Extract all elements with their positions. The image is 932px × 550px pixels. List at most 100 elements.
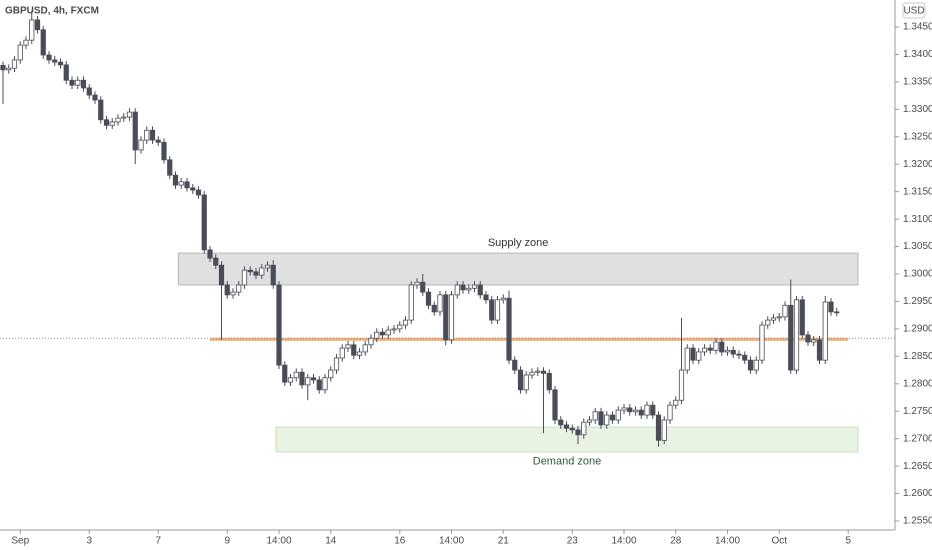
candle-body (736, 353, 742, 356)
candle-body (213, 257, 219, 266)
candle-body (29, 19, 35, 41)
candle-body (402, 319, 409, 326)
candle-body (747, 359, 754, 371)
candle-body (218, 264, 225, 286)
candle-body (345, 344, 351, 349)
y-tick-label: 1.30500 (903, 241, 932, 252)
candle-body (437, 294, 443, 313)
candle-body (270, 264, 276, 286)
candle-body (598, 411, 604, 426)
candle-body (195, 189, 202, 196)
candle-body (707, 347, 713, 351)
candle-body (247, 269, 253, 273)
y-tick-label: 1.28000 (903, 378, 932, 389)
candle-body (333, 357, 340, 371)
candle-body (563, 424, 570, 429)
candle-body (420, 281, 426, 293)
candle-body (765, 319, 771, 326)
candle-body (575, 429, 581, 436)
candle-body (161, 141, 167, 161)
x-tick-label: 3 (86, 536, 92, 547)
candle-body (454, 284, 460, 296)
candle-body (448, 294, 455, 341)
y-tick-label: 1.28500 (903, 351, 932, 362)
candle-body (638, 409, 644, 416)
candle-body (69, 79, 75, 86)
candle-body (144, 129, 150, 141)
candle-body (259, 267, 265, 276)
candle-body (351, 344, 357, 356)
candle-body (730, 349, 736, 355)
candle-body (719, 341, 725, 353)
candle-body (477, 284, 483, 296)
x-tick-label: 14:00 (715, 536, 740, 547)
candle-body (149, 129, 156, 141)
candle-body (471, 284, 478, 289)
candle-body (17, 44, 23, 61)
y-tick-label: 1.29000 (903, 324, 932, 335)
key-level (210, 337, 849, 341)
candle-body (828, 301, 834, 313)
candle-body (627, 407, 633, 413)
candle-body (46, 54, 52, 61)
y-tick-label: 1.33500 (903, 77, 932, 88)
candle-body (770, 317, 777, 321)
candle-body (713, 341, 719, 351)
candle-body (701, 347, 708, 353)
candle-body (316, 379, 322, 391)
candle-body (834, 311, 840, 314)
candle-body (494, 299, 501, 321)
candle-body (172, 174, 179, 186)
candle-body (241, 269, 248, 286)
candle-body (460, 284, 466, 291)
x-tick-label: 14:00 (611, 536, 636, 547)
x-tick-label: 14 (325, 536, 337, 547)
candle-body (500, 297, 506, 301)
x-tick-label: 14:00 (266, 536, 291, 547)
chart-title: GBPUSD, 4h, FXCM (5, 6, 99, 17)
candle-body (282, 364, 288, 383)
candle-body (52, 59, 58, 63)
candle-body (201, 194, 207, 251)
candle-body (155, 139, 161, 143)
candle-body (385, 329, 391, 336)
candle-body (431, 304, 437, 313)
x-tick-label: 7 (155, 536, 161, 547)
candle-body (287, 377, 294, 383)
candle-body (414, 281, 420, 286)
currency-label[interactable]: USD (903, 6, 924, 17)
candle-body (793, 299, 800, 371)
candle-body (299, 371, 305, 386)
candle-body (512, 359, 518, 371)
zone (177, 252, 859, 286)
y-tick-label: 1.31500 (903, 186, 932, 197)
candle-body (63, 64, 69, 81)
candle-body (103, 119, 110, 126)
candle-body (529, 371, 535, 376)
candle-body (362, 344, 368, 353)
y-tick-label: 1.30000 (903, 269, 932, 280)
candle-body (57, 61, 64, 66)
y-tick-label: 1.26000 (903, 488, 932, 499)
candle-body (466, 287, 472, 291)
x-tick-label: 21 (498, 536, 510, 547)
x-tick-label: 9 (224, 536, 230, 547)
candle-body (339, 347, 345, 359)
candle-body (379, 331, 386, 336)
candle-body (397, 324, 403, 330)
candle-body (236, 284, 242, 293)
candle-body (207, 249, 213, 259)
candle-body (0, 65, 6, 71)
candle-body (632, 409, 639, 413)
candle-body (822, 301, 828, 361)
y-tick-label: 1.29500 (903, 296, 932, 307)
candle-body (678, 369, 685, 401)
y-tick-label: 1.32000 (903, 159, 932, 170)
candle-body (264, 264, 271, 269)
candle-body (604, 414, 610, 426)
currency-box[interactable] (902, 2, 926, 19)
candle-body (75, 79, 81, 86)
candle-body (655, 414, 662, 441)
candle-body (816, 339, 823, 361)
